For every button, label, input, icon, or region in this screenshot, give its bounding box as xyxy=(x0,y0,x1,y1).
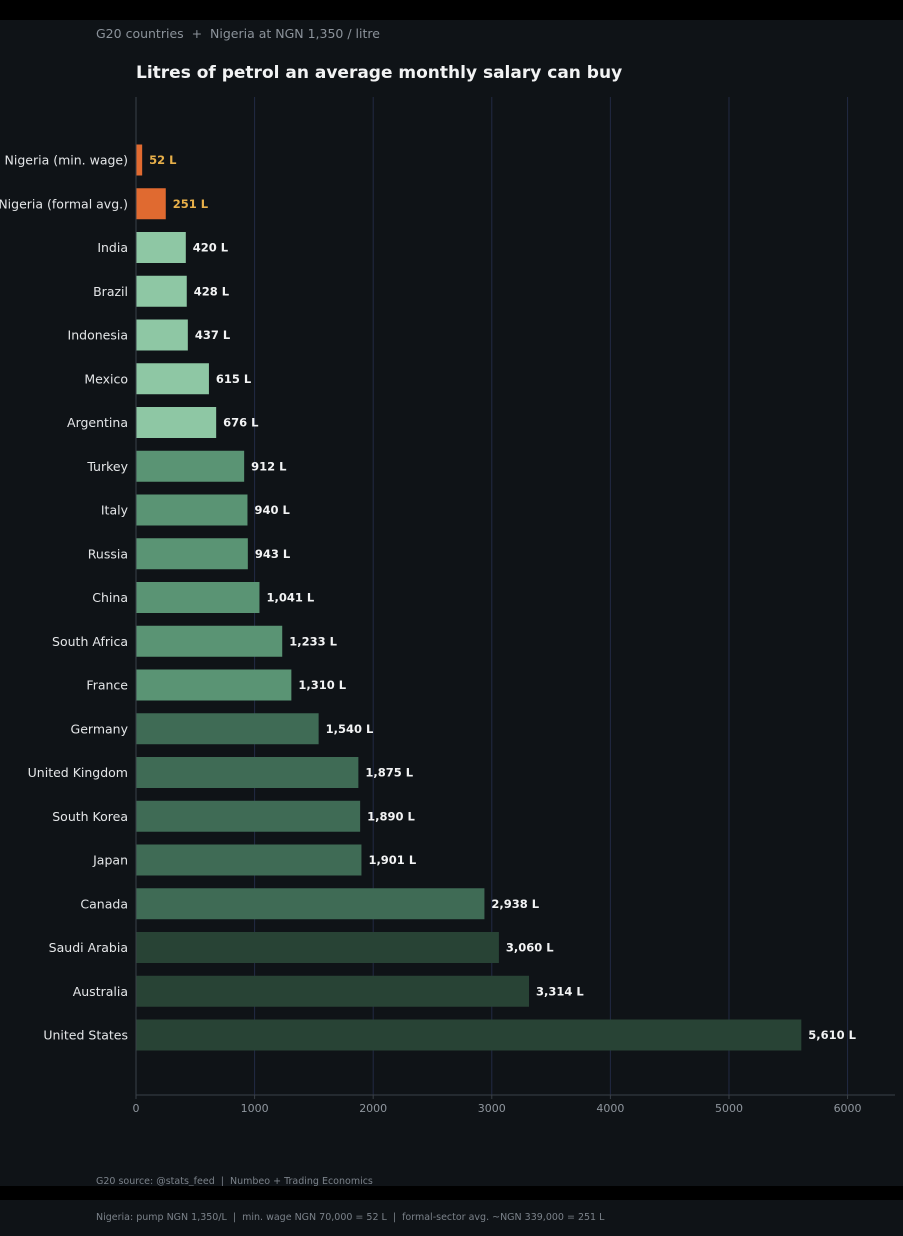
value-label: 2,938 L xyxy=(491,897,539,911)
value-label: 1,875 L xyxy=(365,766,413,780)
bar xyxy=(136,669,292,701)
category-label: Australia xyxy=(73,984,128,999)
category-label: Canada xyxy=(80,896,128,911)
category-label: Germany xyxy=(71,721,129,736)
value-label: 1,233 L xyxy=(289,634,337,648)
value-label: 615 L xyxy=(216,372,252,386)
category-label: Argentina xyxy=(67,415,128,430)
bar xyxy=(136,1019,802,1051)
x-tick-label: 3000 xyxy=(478,1102,506,1115)
axes: 0 1000 2000 3000 4000 5000 6000 Nigeria (min. w… xyxy=(0,97,895,1115)
bar xyxy=(136,407,217,438)
footer-source-line: G20 source: @stats_feed | Numbeo + Tradi… xyxy=(96,1176,373,1187)
bar xyxy=(136,275,187,307)
bar xyxy=(136,800,361,832)
value-label: 1,890 L xyxy=(367,809,415,823)
value-label: 943 L xyxy=(255,547,291,561)
x-tick-label: 4000 xyxy=(596,1102,624,1115)
value-label: 1,041 L xyxy=(266,591,314,605)
footer-nigeria-line: Nigeria: pump NGN 1,350/L | min. wage NG… xyxy=(96,1212,605,1223)
x-tick-label: 2000 xyxy=(359,1102,387,1115)
x-tick-label: 6000 xyxy=(834,1102,862,1115)
bar-chart: 52 L 251 L 420 L 428 L 437 L 615 L 676 L 912 L 9… xyxy=(0,97,895,1115)
x-tick-label: 0 xyxy=(133,1102,140,1115)
category-label: Nigeria (formal avg.) xyxy=(0,196,128,211)
category-label: Russia xyxy=(88,546,128,561)
value-label: 428 L xyxy=(194,284,230,298)
bar xyxy=(136,975,530,1007)
bar xyxy=(136,844,362,876)
value-label: 52 L xyxy=(149,153,177,167)
category-label: Nigeria (min. wage) xyxy=(5,153,128,168)
value-label: 251 L xyxy=(173,197,209,211)
bar xyxy=(136,713,319,745)
value-label: 1,540 L xyxy=(326,722,374,736)
value-label: 3,060 L xyxy=(506,941,554,955)
bar xyxy=(136,319,188,351)
bar xyxy=(136,363,209,395)
bar xyxy=(136,625,283,657)
category-label: Brazil xyxy=(93,284,128,299)
bar xyxy=(136,232,186,263)
bar xyxy=(136,538,248,570)
bar xyxy=(136,888,485,920)
bar xyxy=(136,144,143,176)
bars: 52 L 251 L 420 L 428 L 437 L 615 L 676 L 912 L 9… xyxy=(136,144,857,1051)
value-label: 940 L xyxy=(254,503,290,517)
bottom-border xyxy=(0,1186,903,1200)
bar xyxy=(136,932,499,963)
value-label: 437 L xyxy=(195,328,231,342)
chart-title: Litres of petrol an average monthly sala… xyxy=(136,63,623,83)
category-label: South Africa xyxy=(52,634,128,649)
value-label: 912 L xyxy=(251,459,287,473)
category-label: Italy xyxy=(101,503,129,518)
category-label: Turkey xyxy=(86,459,128,474)
value-label: 1,901 L xyxy=(368,853,416,867)
category-label: China xyxy=(92,590,128,605)
bar xyxy=(136,494,248,526)
value-label: 3,314 L xyxy=(536,984,584,998)
category-label: Mexico xyxy=(84,371,128,386)
category-label: United States xyxy=(43,1028,128,1043)
category-label: South Korea xyxy=(52,809,128,824)
value-label: 676 L xyxy=(223,416,259,430)
category-label: Indonesia xyxy=(68,328,128,343)
bar xyxy=(136,188,166,220)
value-label: 420 L xyxy=(193,241,229,255)
value-label: 5,610 L xyxy=(808,1028,856,1042)
category-label: France xyxy=(86,678,128,693)
category-label: Saudi Arabia xyxy=(49,940,128,955)
category-label: India xyxy=(97,240,128,255)
chart-subtitle: G20 countries + Nigeria at NGN 1,350 / l… xyxy=(96,26,380,41)
bar xyxy=(136,450,245,482)
bar xyxy=(136,757,359,788)
value-label: 1,310 L xyxy=(298,678,346,692)
category-label: Japan xyxy=(92,853,128,868)
x-tick-label: 5000 xyxy=(715,1102,743,1115)
x-tick-label: 1000 xyxy=(241,1102,269,1115)
top-border xyxy=(0,0,903,20)
bar xyxy=(136,582,260,613)
category-label: United Kingdom xyxy=(28,765,128,780)
